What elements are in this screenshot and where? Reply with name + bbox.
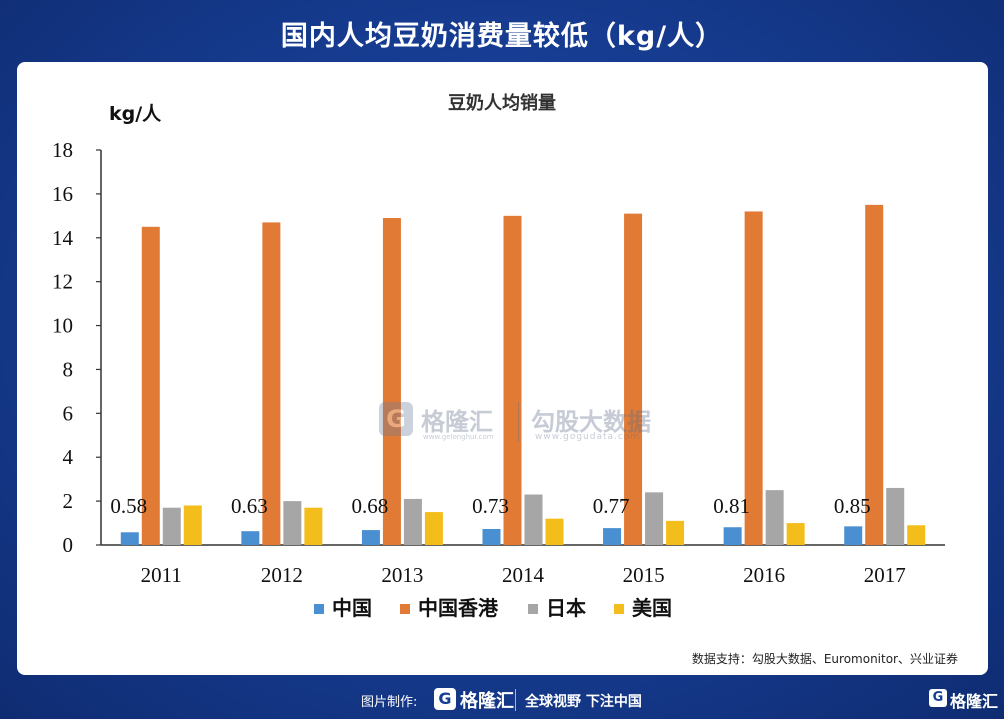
bar-2011-series-2 — [141, 226, 160, 546]
bar-2016-series-1 — [723, 527, 742, 545]
bar-2013-series-2 — [382, 218, 401, 545]
x-tick-label: 2015 — [623, 563, 665, 587]
bar-2013-series-4 — [424, 512, 443, 545]
y-tick-label: 0 — [63, 533, 74, 557]
legend-label-1: 中国 — [332, 596, 372, 620]
bar-2011-series-1 — [120, 532, 139, 545]
bar-2015-series-2 — [624, 213, 643, 545]
footer-logo-icon: G — [434, 688, 456, 710]
bar-2017-series-4 — [907, 525, 926, 545]
corner-brand: 格隆汇 — [950, 692, 999, 711]
y-tick-label: 2 — [63, 489, 74, 513]
y-tick-label: 6 — [63, 401, 74, 425]
bar-2014-series-2 — [503, 215, 522, 546]
bar-2015-series-3 — [645, 492, 664, 545]
bar-2012-series-3 — [283, 501, 302, 545]
data-label-2014: 0.73 — [472, 494, 509, 518]
bar-2017-series-3 — [886, 487, 905, 545]
data-label-2012: 0.63 — [231, 494, 268, 518]
y-tick-label: 8 — [63, 357, 74, 381]
x-tick-label: 2011 — [141, 563, 182, 587]
footer-brand: 格隆汇 — [460, 691, 514, 712]
chart-card: 豆奶人均销量 kg/人 0 2 4 6 8 10 12 14 16 18 2011 0.58 2012 0.6… — [17, 62, 988, 675]
bar-2012-series-1 — [241, 531, 260, 545]
x-tick-label: 2017 — [864, 563, 906, 587]
bar-2013-series-3 — [403, 498, 422, 545]
y-tick-label: 10 — [52, 314, 73, 338]
bar-2016-series-3 — [765, 490, 784, 545]
y-tick-label: 4 — [63, 445, 74, 469]
x-tick-label: 2016 — [743, 563, 785, 587]
legend-label-2: 中国香港 — [418, 596, 499, 620]
legend-swatch-3 — [528, 604, 538, 614]
legend-swatch-2 — [400, 604, 410, 614]
bar-2016-series-2 — [744, 211, 763, 545]
bar-2011-series-3 — [162, 507, 181, 545]
data-source: 数据支持：勾股大数据、Euromonitor、兴业证券 — [691, 652, 958, 666]
bar-2012-series-2 — [262, 222, 281, 545]
data-label-2011: 0.58 — [110, 494, 147, 518]
footer-label: 图片制作: — [361, 695, 418, 710]
bar-2014-series-3 — [524, 494, 543, 545]
bar-2016-series-4 — [786, 523, 805, 545]
data-label-2017: 0.85 — [834, 494, 871, 518]
footer-slogan: 全球视野 下注中国 — [525, 694, 642, 710]
data-label-2013: 0.68 — [352, 494, 389, 518]
bar-chart: 豆奶人均销量 kg/人 0 2 4 6 8 10 12 14 16 18 2011 0.58 2012 0.6… — [52, 92, 945, 620]
x-tick-label: 2014 — [502, 563, 545, 587]
y-tick-label: 14 — [52, 226, 74, 250]
legend-swatch-4 — [614, 604, 624, 614]
bar-2017-series-1 — [844, 526, 863, 545]
bar-2011-series-4 — [183, 505, 202, 545]
bar-2017-series-2 — [865, 204, 884, 545]
y-tick-label: 18 — [52, 138, 73, 162]
footer: 图片制作: G 格隆汇 全球视野 下注中国 — [0, 683, 1004, 719]
data-label-2016: 0.81 — [713, 494, 750, 518]
footer-divider — [515, 689, 516, 711]
x-tick-label: 2013 — [381, 563, 423, 587]
y-tick-label: 16 — [52, 182, 73, 206]
page-title: 国内人均豆奶消费量较低（kg/人） — [280, 21, 724, 52]
y-tick-label: 12 — [52, 270, 73, 294]
bar-2015-series-1 — [603, 528, 622, 545]
data-label-2015: 0.77 — [593, 494, 630, 518]
x-tick-label: 2012 — [261, 563, 303, 587]
bar-2013-series-1 — [361, 530, 380, 545]
bar-2014-series-4 — [545, 518, 564, 545]
legend-swatch-1 — [314, 604, 324, 614]
bar-2012-series-4 — [304, 507, 323, 545]
bar-2014-series-1 — [482, 528, 501, 545]
chart-title: 豆奶人均销量 — [448, 92, 556, 114]
legend-label-3: 日本 — [546, 596, 586, 620]
y-axis-label: kg/人 — [109, 103, 162, 125]
corner-logo-icon: G — [929, 689, 947, 707]
legend-label-4: 美国 — [632, 596, 672, 620]
bar-2015-series-4 — [666, 520, 685, 545]
